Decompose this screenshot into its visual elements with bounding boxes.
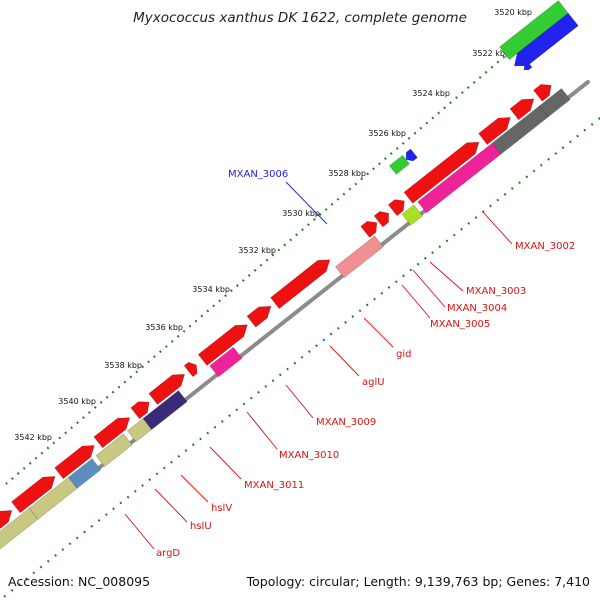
gene-label-leader [401,284,431,319]
gene-label-leader [412,269,446,308]
gene-label: hslU [190,521,212,532]
tick-label: 3536 kbp [145,323,183,332]
gene-labels: MXAN_3006 MXAN_3002 MXAN_3003 MXAN_3004 MXAN… [124,169,575,559]
gene-label-leader [246,411,278,450]
gene-feature [209,346,243,378]
gene-label: MXAN_3009 [316,417,376,428]
gene-label-leader [209,446,242,480]
gene-feature [539,88,571,118]
gene-label-leader [285,384,314,419]
gene-feature [183,361,198,378]
gene-feature [0,510,13,530]
gene-label-leader [363,317,394,348]
gene-label: MXAN_3003 [466,286,526,297]
gene-feature [130,401,150,420]
map-title: Myxococcus xanthus DK 1622, complete gen… [133,10,467,26]
gene-label-leader [180,474,209,503]
gene-label: gid [396,349,411,360]
gene-feature [373,211,390,228]
gene-feature [93,417,131,449]
gene-label-leader [429,261,464,292]
tick-label: 3534 kbp [192,285,230,294]
tick-label: 3532 kbp [238,246,276,255]
gene-label: hslV [211,503,232,514]
gene-label: aglU [362,377,385,388]
gene-feature [405,148,418,162]
gene-feature [270,259,331,310]
gene-features [0,0,579,550]
gene-label-leader [285,181,328,225]
tick-labels: 3520 kbp 3522 kbp 3524 kbp 3526 kbp 3528 kbp… [14,8,532,442]
tick-label: 3542 kbp [14,433,52,442]
gene-feature [388,154,410,175]
gene-label-leader [124,513,155,550]
gene-label: MXAN_3005 [430,319,490,330]
gene-feature [387,199,405,217]
gene-feature [11,476,56,514]
gene-feature [197,324,248,366]
gene-feature [360,220,378,238]
gene-label: MXAN_3011 [244,480,304,491]
gene-feature [148,373,186,405]
gene-feature [478,117,511,145]
gene-label: MXAN_3002 [515,241,575,252]
gene-label: argD [156,548,180,559]
gene-feature [95,433,133,468]
tick-label: 3524 kbp [412,89,450,98]
tick-label: 3530 kbp [282,209,320,218]
gene-label: MXAN_3010 [279,450,339,461]
inner-guide-line [0,117,600,600]
tick-label: 3522 kbp [472,49,510,58]
gene-feature [513,12,579,67]
gene-feature [54,445,95,480]
genome-stats-text: Topology: circular; Length: 9,139,763 bp… [246,574,590,589]
tick-label: 3528 kbp [328,169,366,178]
gene-label-leader [481,210,513,245]
tick-label: 3520 kbp [494,8,532,17]
gene-label: MXAN_3004 [447,303,507,314]
gene-feature [533,84,552,102]
accession-text: Accession: NC_008095 [8,574,150,589]
tick-label: 3538 kbp [104,361,142,370]
gene-feature [334,235,384,279]
gene-label-leader [329,345,360,377]
tick-guide-line [5,25,541,485]
gene-feature [401,204,424,226]
gene-feature [246,305,272,328]
gene-feature [68,458,102,489]
tick-label: 3540 kbp [58,397,96,406]
gene-feature [523,62,533,71]
tick-label: 3526 kbp [368,129,406,138]
gene-feature [142,390,188,430]
gene-feature [509,98,535,121]
gene-label-leader [154,488,188,523]
gene-label: MXAN_3006 [228,169,288,180]
gene-feature [403,141,480,204]
